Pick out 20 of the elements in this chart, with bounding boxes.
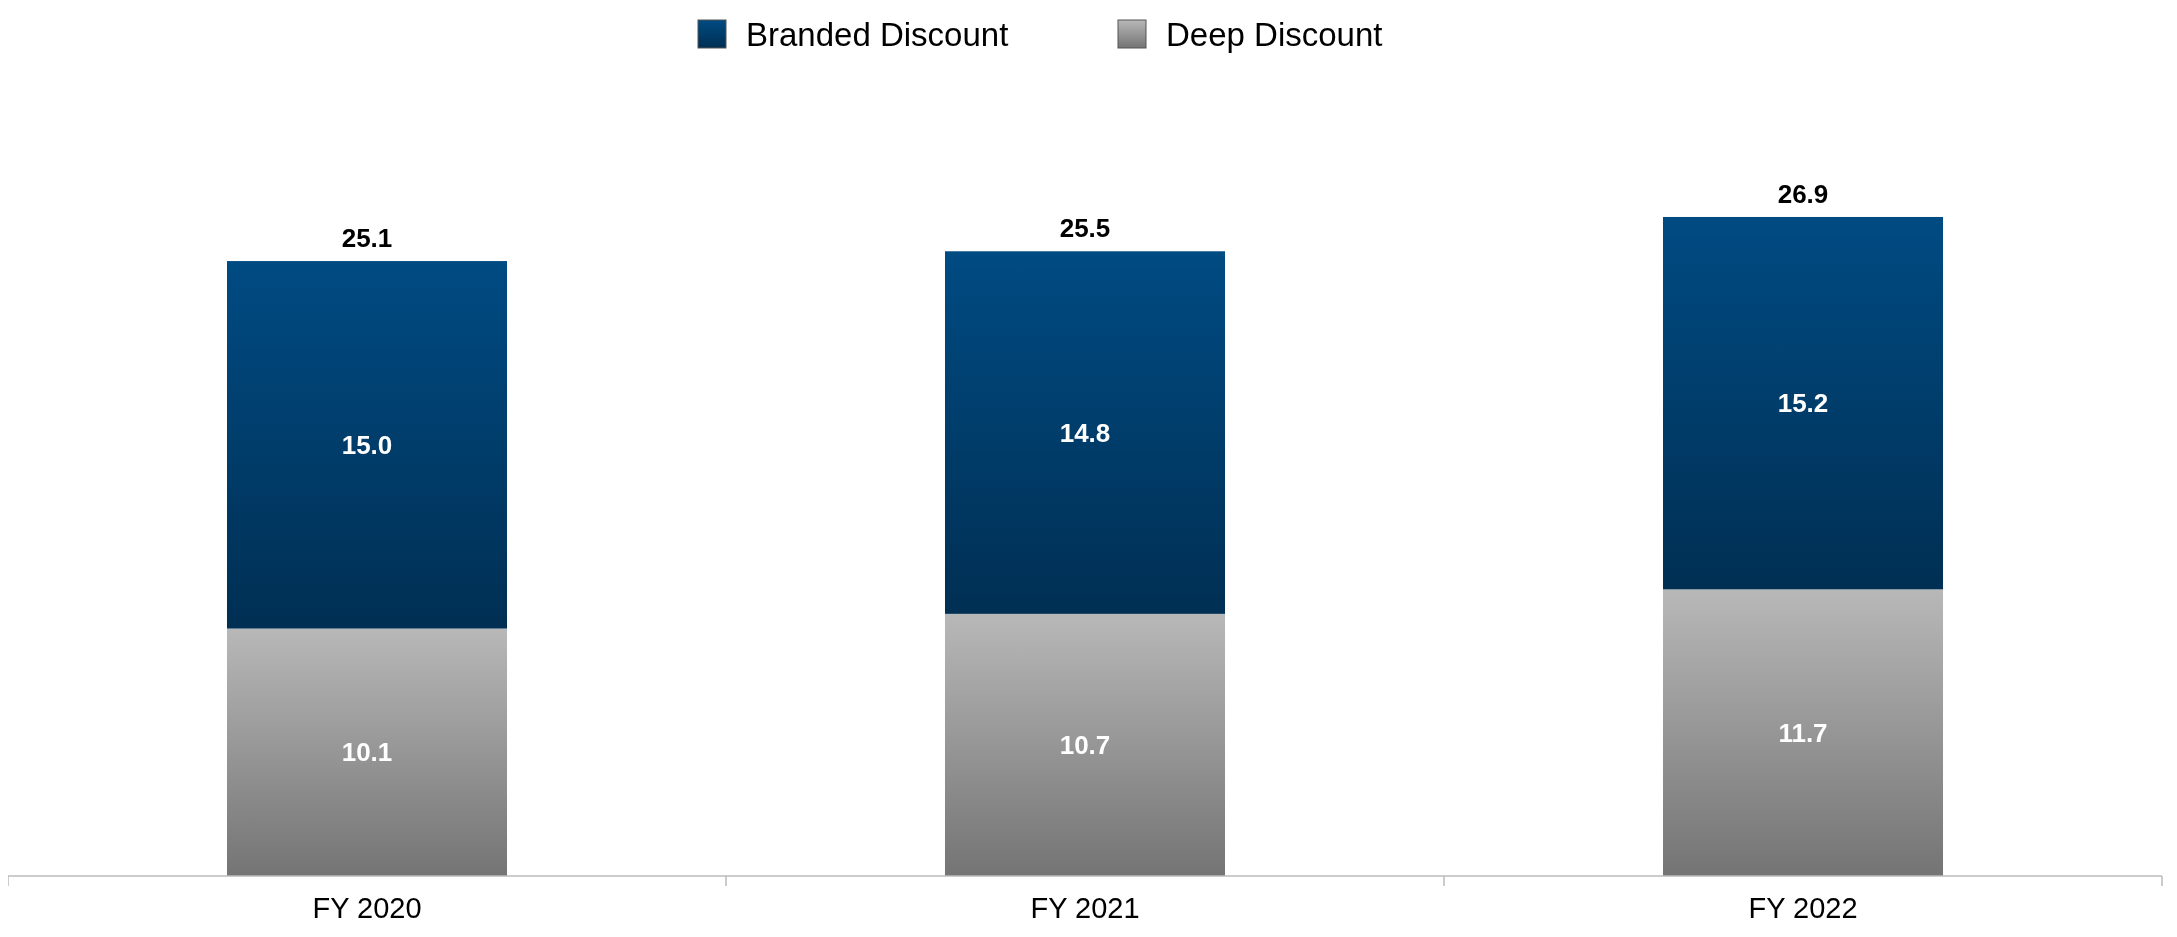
bar (226, 628, 508, 876)
data-label: 10.7 (1059, 730, 1111, 761)
total-label: 25.5 (1059, 213, 1111, 244)
legend-label: Branded Discount (746, 15, 1009, 53)
total-label: 25.1 (341, 223, 393, 254)
total-label: 26.9 (1777, 178, 1829, 209)
bar (1662, 589, 1944, 876)
bar (1662, 216, 1944, 590)
x-tick-label: FY 2021 (1030, 892, 1140, 924)
x-tick-label: FY 2022 (1748, 892, 1858, 924)
data-label: 10.1 (341, 737, 393, 768)
x-tick-label: FY 2020 (312, 892, 422, 924)
bar (944, 251, 1226, 614)
data-label: 14.8 (1059, 417, 1111, 448)
bar (226, 261, 508, 629)
data-label: 11.7 (1778, 717, 1828, 748)
bar (944, 613, 1226, 876)
data-label: 15.2 (1777, 388, 1829, 419)
data-label: 15.0 (341, 429, 393, 460)
legend-label: Deep Discount (1166, 15, 1383, 53)
